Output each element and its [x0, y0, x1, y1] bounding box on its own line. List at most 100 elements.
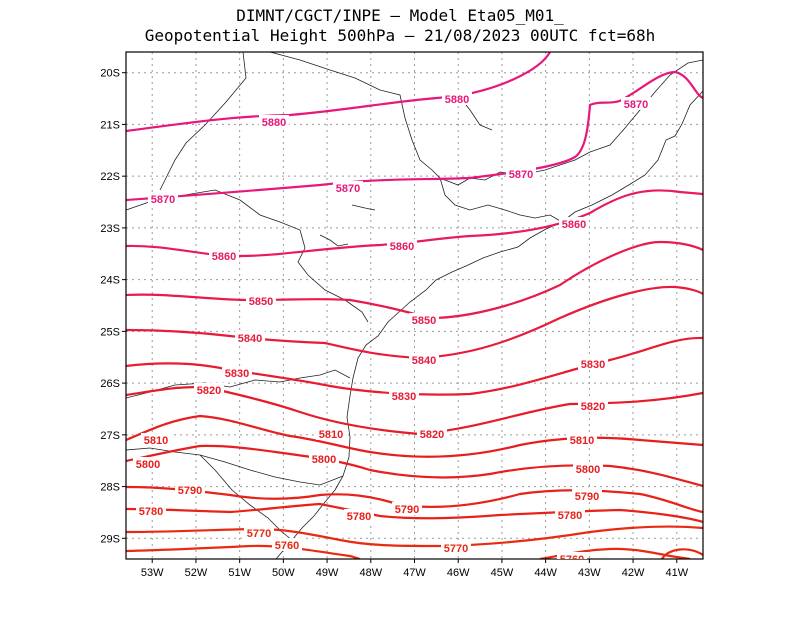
- contour-label-bg: [621, 97, 651, 110]
- contour-label-bg: [441, 541, 471, 554]
- contour-5880-line: [126, 52, 551, 133]
- contour-label-5760: 5760: [275, 540, 299, 552]
- contour-label-bg: [567, 433, 597, 446]
- lon-tick-label: 49W: [316, 567, 339, 579]
- contour-5800-line: [126, 444, 703, 488]
- contour-label-bg: [409, 353, 439, 366]
- lon-tick-label: 43W: [578, 567, 601, 579]
- contour-label-bg: [409, 313, 439, 326]
- contour-label-bg: [136, 504, 166, 517]
- contour-label-5830: 5830: [225, 368, 249, 380]
- contour-label-bg: [194, 383, 224, 396]
- contour-5810-line: [126, 414, 703, 458]
- lat-tick-label: 26S: [100, 378, 120, 390]
- contour-label-5850: 5850: [249, 296, 273, 308]
- contour-5780-line: [126, 502, 703, 524]
- coastline-borders: [126, 52, 703, 559]
- contour-label-bg: [141, 433, 171, 446]
- latitude-ticks: 20S 21S 22S 23S 24S 25S 26S 27S 28S 29S: [100, 68, 126, 545]
- lon-tick-label: 47W: [403, 567, 426, 579]
- contour-label-bg: [578, 399, 608, 412]
- lat-tick-label: 24S: [100, 275, 120, 287]
- contour-label-bg: [333, 181, 363, 194]
- contour-label-bg: [244, 526, 274, 539]
- contour-label-5780: 5780: [558, 510, 582, 522]
- contour-label-5800: 5800: [136, 459, 160, 471]
- contour-label-5810: 5810: [570, 435, 594, 447]
- contour-label-5860: 5860: [562, 219, 586, 231]
- contour-label-bg: [316, 427, 346, 440]
- contour-label-bg: [557, 552, 587, 559]
- lat-tick-label: 21S: [100, 119, 120, 131]
- contour-label-5770: 5770: [444, 543, 468, 555]
- contour-label-5830: 5830: [581, 359, 605, 371]
- contour-label-5780: 5780: [139, 506, 163, 518]
- contour-5870-line: [126, 70, 703, 202]
- contour-label-5820: 5820: [581, 401, 605, 413]
- contour-label-bg: [344, 509, 374, 522]
- gridlines: [126, 52, 703, 559]
- contour-label-bg: [578, 357, 608, 370]
- lat-tick-label: 27S: [100, 430, 120, 442]
- chart-title-line2: Geopotential Height 500hPa – 21/08/2023 …: [144, 26, 656, 45]
- state-border: [126, 369, 351, 399]
- contour-label-bg: [272, 538, 302, 551]
- contour-label-bg: [209, 249, 239, 262]
- contour-label-5860: 5860: [212, 251, 236, 263]
- state-border: [159, 52, 247, 191]
- contour-label-5880: 5880: [262, 117, 286, 129]
- contour-label-5790: 5790: [395, 504, 419, 516]
- lon-tick-label: 48W: [359, 567, 382, 579]
- contour-label-bg: [222, 366, 252, 379]
- contour-label-bg: [246, 294, 276, 307]
- river: [319, 234, 349, 247]
- lon-tick-label: 46W: [447, 567, 470, 579]
- lon-tick-label: 42W: [622, 567, 645, 579]
- contour-label-5850: 5850: [412, 315, 436, 327]
- contour-label-5820: 5820: [420, 429, 444, 441]
- contour-label-5840: 5840: [238, 333, 262, 345]
- contour-label-bg: [133, 457, 163, 470]
- contour-label-bg: [559, 217, 589, 230]
- contour-label-5830: 5830: [392, 391, 416, 403]
- contour-label-5870: 5870: [624, 99, 648, 111]
- lat-tick-label: 28S: [100, 482, 120, 494]
- contour-label-bg: [572, 489, 602, 502]
- contour-label-5800: 5800: [576, 464, 600, 476]
- contour-label-5760: 5760: [560, 554, 584, 566]
- lon-tick-label: 44W: [534, 567, 557, 579]
- lat-tick-label: 22S: [100, 171, 120, 183]
- contour-label-bg: [392, 502, 422, 515]
- chart-title-line1: DIMNT/CGCT/INPE – Model Eta05_M01_: [236, 6, 564, 25]
- contour-label-5840: 5840: [412, 355, 436, 367]
- contour-label-bg: [175, 483, 205, 496]
- state-border: [126, 189, 369, 323]
- state-border: [199, 454, 293, 541]
- state-border: [269, 52, 703, 186]
- contour-label-bg: [387, 239, 417, 252]
- contour-label-5870: 5870: [336, 183, 360, 195]
- contour-label-bg: [573, 462, 603, 475]
- state-border: [439, 177, 563, 223]
- contour-labels: 5880 5880 5870 5870 5870 5870 5860 5860 5860 5850…: [133, 92, 651, 566]
- lat-tick-label: 25S: [100, 326, 120, 338]
- lat-tick-label: 23S: [100, 223, 120, 235]
- state-border: [126, 447, 344, 486]
- river: [351, 94, 493, 211]
- lon-tick-label: 53W: [141, 567, 164, 579]
- contour-label-bg: [148, 192, 178, 205]
- contour-label-5790: 5790: [575, 491, 599, 503]
- contour-label-bg: [506, 167, 536, 180]
- lon-tick-label: 51W: [228, 567, 251, 579]
- contour-label-bg: [389, 389, 419, 402]
- contour-label-5770: 5770: [247, 528, 271, 540]
- longitude-ticks: 53W 52W 51W 50W 49W 48W 47W 46W 45W 44W 43W 42W 41W: [141, 559, 689, 579]
- contour-label-bg: [417, 427, 447, 440]
- contour-label-5780: 5780: [347, 511, 371, 523]
- lon-tick-label: 52W: [185, 567, 208, 579]
- contour-label-bg: [555, 508, 585, 521]
- contour-5770-line: [126, 525, 703, 548]
- contour-label-5860: 5860: [390, 241, 414, 253]
- contour-label-bg: [259, 115, 289, 128]
